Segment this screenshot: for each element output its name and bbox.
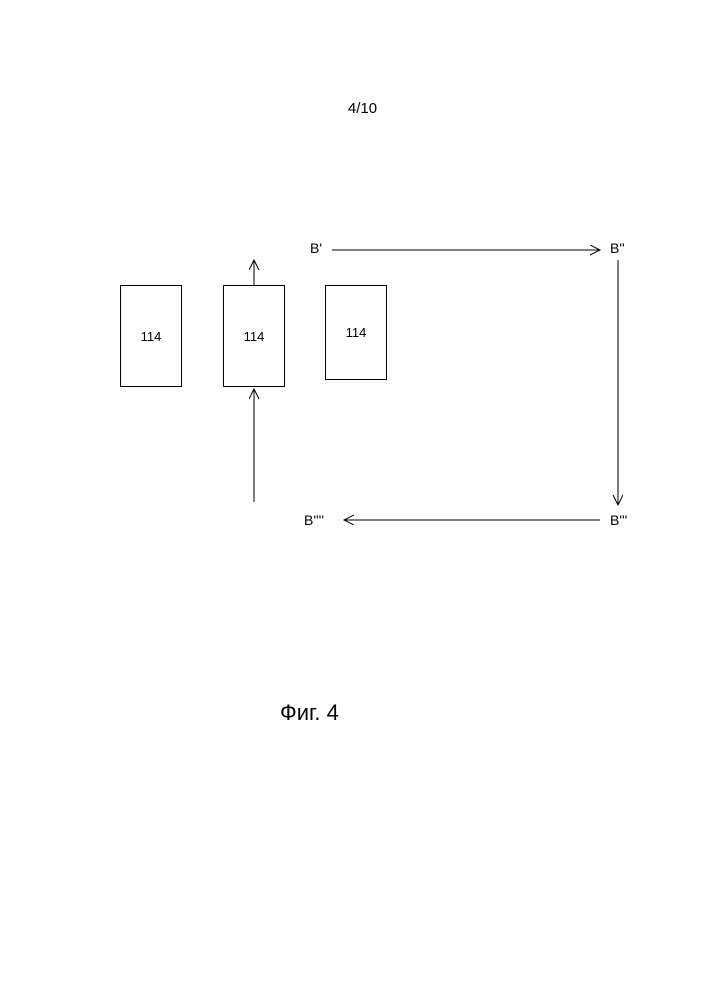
box-114-3: 114 xyxy=(325,285,387,380)
node-b-triple-prime: B''' xyxy=(610,512,627,528)
figure-label: Фиг. 4 xyxy=(280,700,339,726)
box-label: 114 xyxy=(244,329,265,344)
box-label: 114 xyxy=(346,325,367,340)
node-b-prime: B' xyxy=(310,240,322,256)
box-114-2: 114 xyxy=(223,285,285,387)
box-label: 114 xyxy=(141,329,162,344)
diagram: 114 114 114 B' B'' B''' B'''' xyxy=(110,230,660,590)
node-b-quad-prime: B'''' xyxy=(304,512,324,528)
diagram-arrows xyxy=(110,230,660,590)
page-number: 4/10 xyxy=(348,100,377,117)
box-114-1: 114 xyxy=(120,285,182,387)
node-b-double-prime: B'' xyxy=(610,240,625,256)
